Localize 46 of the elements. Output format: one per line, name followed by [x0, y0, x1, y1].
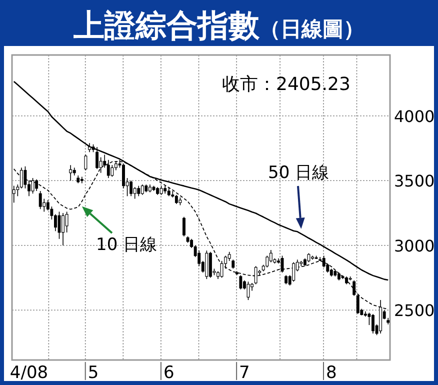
- candlestick: [254, 266, 258, 285]
- candlestick: [208, 251, 212, 278]
- x-tick-label: 7: [239, 363, 250, 383]
- candlestick: [65, 211, 68, 233]
- series-label: 10 日線: [96, 235, 158, 255]
- candlestick: [284, 274, 288, 285]
- chart-title: 上證綜合指數: [72, 8, 260, 44]
- candlestick: [160, 185, 163, 196]
- candlestick: [182, 216, 186, 237]
- chart-subtitle: （日線圖）: [260, 17, 364, 41]
- x-tick-label: 5: [88, 363, 99, 383]
- candlestick: [84, 154, 88, 171]
- candlestick: [38, 190, 42, 210]
- candlestick: [24, 166, 27, 189]
- candlestick: [110, 164, 114, 178]
- x-tick-label: 8: [326, 363, 337, 383]
- candlestick: [122, 163, 125, 189]
- candlestick: [88, 142, 91, 153]
- candlestick: [356, 294, 360, 314]
- candlestick: [69, 164, 72, 182]
- x-tick-label: 6: [163, 363, 174, 383]
- candlestick: [352, 280, 356, 296]
- candlestick: [12, 185, 16, 204]
- candlestick: [269, 250, 272, 263]
- x-tick-label: 4/08: [10, 363, 48, 383]
- candlestick: [205, 250, 208, 280]
- candlestick: [62, 212, 64, 246]
- candlestick: [167, 186, 170, 197]
- annotation: 收市：2405.23: [222, 74, 350, 95]
- candlestick: [20, 167, 23, 189]
- candlestick: [130, 180, 133, 197]
- candlestick: [239, 274, 242, 290]
- candlestick: [266, 255, 269, 268]
- candlestick: [137, 185, 140, 197]
- candlestick: [31, 178, 34, 194]
- candlestick: [140, 184, 144, 196]
- candlestick: [96, 146, 99, 170]
- series-label: 50 日線: [268, 163, 330, 183]
- candlestick: [280, 255, 284, 273]
- candlestick: [307, 252, 310, 263]
- candlestick: [292, 262, 296, 282]
- candlestick: [372, 314, 374, 334]
- candlestick: [106, 160, 110, 178]
- candlestick: [379, 300, 382, 334]
- candlestick: [35, 178, 38, 192]
- candlestick: [174, 194, 178, 204]
